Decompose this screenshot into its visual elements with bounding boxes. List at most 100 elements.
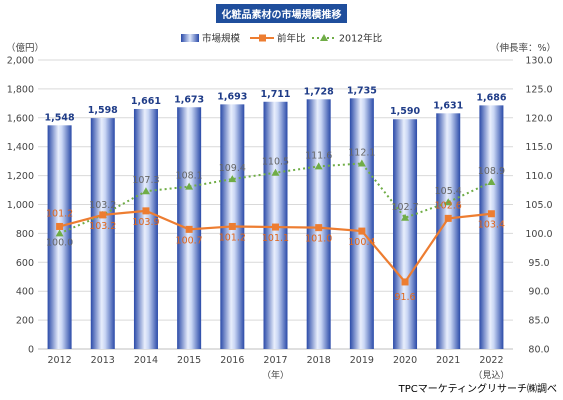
right-tick-label: 100.0 [525,229,552,240]
left-tick-label: 1,200 [7,171,34,182]
bar [479,105,504,349]
x-tick-label: 2016 [220,355,244,366]
legend-marker-2012 [320,34,328,41]
bar-value-label: 1,590 [390,106,420,117]
marker-yoy [487,210,495,218]
series-2012-label: 102.7 [391,202,418,213]
series-2012-label: 109.4 [219,163,246,174]
marker-2012 [357,159,366,167]
bar [393,119,418,350]
legend-label-yoy: 前年比 [277,33,306,45]
legend-label-2012: 2012年比 [339,33,382,45]
right-tick-label: 115.0 [525,142,552,153]
series-yoy-label: 101.0 [305,234,332,245]
right-tick-label: 90.0 [528,287,549,298]
bar-value-label: 1,661 [131,96,161,107]
series-yoy-label: 91.6 [394,292,415,303]
left-axis-title: （億円） [6,42,44,54]
marker-2012 [228,175,237,183]
left-tick-label: 1,800 [7,84,34,95]
right-tick-label: 110.0 [525,171,552,182]
marker-yoy [99,211,107,219]
right-tick-label: 85.0 [528,316,549,327]
right-tick-label: 120.0 [525,113,552,124]
marker-yoy [401,278,409,286]
series-2012-label: 110.5 [262,157,289,168]
marker-yoy [315,224,323,232]
bar [47,125,72,350]
series-yoy-label: 103.9 [132,217,159,228]
x-tick-label: 2019 [350,355,374,366]
series-2012-label: 108.9 [478,166,505,177]
series-yoy-label: 103.4 [478,220,505,231]
marker-yoy [444,214,452,222]
marker-yoy [185,225,193,233]
marker-yoy [228,222,236,230]
marker-2012 [141,187,150,195]
bar-value-label: 1,673 [174,94,204,105]
left-tick-label: 2,000 [7,56,34,67]
x-tick-label: 2015 [177,355,201,366]
bar [90,118,115,350]
right-tick-label: 130.0 [525,56,552,67]
right-tick-label: 95.0 [528,258,549,269]
x-tick-label: 2017 [263,355,287,366]
bar-value-label: 1,735 [347,85,377,96]
left-tick-label: 0 [28,345,34,356]
left-tick-label: 1,400 [7,142,34,153]
x-tick-label: 2021 [436,355,460,366]
x-tick-label: 2022 [479,355,503,366]
bar-value-label: 1,686 [476,92,506,103]
x-axis-title: （年） [262,369,289,381]
marker-2012 [271,168,280,176]
series-yoy-label: 101.1 [262,233,289,244]
left-tick-label: 600 [16,258,34,269]
series-2012-label: 112.1 [348,147,375,158]
legend-label-bar: 市場規模 [202,33,241,45]
series-2012-label: 108.1 [176,171,203,182]
bar-value-label: 1,598 [88,105,118,116]
marker-2012 [314,162,323,170]
series-2012-label: 103.2 [89,200,116,211]
series-yoy-label: 100.4 [348,237,375,248]
left-tick-label: 400 [16,287,34,298]
x-tick-label: 2013 [91,355,115,366]
bar-value-label: 1,693 [217,91,247,102]
source-note: TPCマーケティングリサーチ㈱調べ [398,384,557,395]
series-yoy-label: 102.6 [435,200,462,211]
x-tick-label: 2014 [134,355,158,366]
right-tick-label: 105.0 [525,200,552,211]
bar [133,108,158,349]
chart-title: 化粧品素材の市場規模推移 [216,4,347,23]
marker-2012 [55,229,64,237]
left-tick-label: 200 [16,316,34,327]
x-tick-label: 2020 [393,355,417,366]
category-note: （見込） [473,370,509,381]
marker-2012 [487,177,496,185]
left-tick-label: 1,000 [7,200,34,211]
x-tick-label: 2018 [307,355,331,366]
series-2012-label: 107.3 [132,175,159,186]
marker-yoy [56,222,64,230]
right-tick-label: 125.0 [525,84,552,95]
series-2012-label: 111.6 [305,150,332,161]
legend-marker-yoy [259,34,266,42]
bar-value-label: 1,548 [45,112,75,123]
marker-2012 [185,182,194,190]
marker-yoy [272,223,279,231]
marker-yoy [358,227,366,235]
marker-2012 [401,213,410,221]
series-yoy-label: 103.2 [89,221,116,232]
series-yoy-label: 101.2 [46,208,73,219]
series-2012-label: 105.4 [435,186,462,197]
right-tick-label: 80.0 [528,345,549,356]
series-yoy-label: 101.2 [219,232,246,243]
bar-value-label: 1,711 [260,89,290,100]
left-tick-label: 800 [16,229,34,240]
right-axis-title: （伸長率：%） [490,42,556,54]
series-2012-label: 100.0 [46,237,73,248]
series-yoy-label: 100.7 [176,235,203,246]
x-tick-label: 2012 [47,355,71,366]
marker-yoy [142,207,150,215]
